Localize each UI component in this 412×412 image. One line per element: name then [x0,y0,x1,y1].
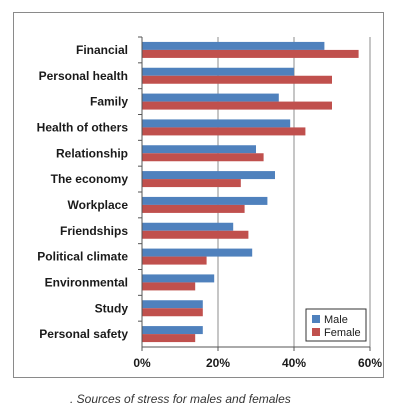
bar-female [142,256,207,265]
category-label: Workplace [68,198,129,212]
bar-male [142,300,203,309]
x-tick-label: 0% [133,356,151,370]
bar-male [142,67,294,76]
category-label: Family [90,95,128,109]
legend-label-female: Female [324,327,361,339]
bar-female [142,153,264,162]
legend-swatch-male [312,315,320,323]
chart-caption: . Sources of stress for males and female… [70,392,291,406]
bar-chart: Financial Personal health Family Health of … [37,36,382,370]
legend-label-male: Male [324,314,348,326]
category-label: Personal health [39,69,128,83]
bar-male [142,119,291,128]
category-label: Relationship [56,146,128,160]
x-tick-label: 40% [282,356,306,370]
category-label: Health of others [37,120,129,134]
x-tick-label: 60% [358,356,382,370]
chart-frame: Financial Personal health Family Health of … [13,12,384,378]
category-label: Personal safety [39,327,128,341]
bar-male [142,196,268,205]
bar-female [142,179,241,188]
category-label: The economy [51,172,129,186]
bar-male [142,41,325,50]
category-label: Financial [76,43,128,57]
bar-male [142,171,275,180]
bar-female [142,230,249,239]
bar-male [142,326,203,335]
bar-female [142,75,332,84]
category-label: Friendships [60,224,128,238]
bar-female [142,127,306,136]
category-label: Political climate [37,250,128,264]
bar-male [142,222,234,231]
x-tick-label: 20% [206,356,230,370]
category-label: Environmental [45,275,128,289]
bar-female [142,101,332,110]
bar-female [142,204,245,213]
bar-female [142,334,196,343]
bar-male [142,248,253,257]
bar-female [142,308,203,317]
bar-male [142,145,256,154]
category-label: Study [95,301,129,315]
bar-female [142,282,196,291]
bar-male [142,274,215,283]
bar-female [142,49,359,58]
legend-swatch-female [312,328,320,336]
bar-male [142,93,279,102]
